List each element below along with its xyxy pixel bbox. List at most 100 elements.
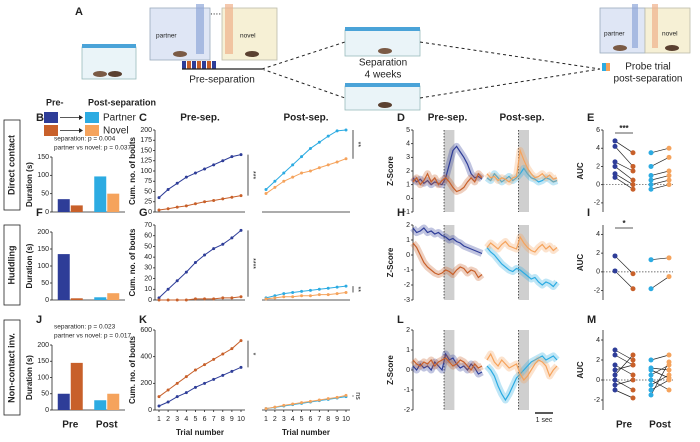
point <box>300 401 304 405</box>
y-axis-label: Cum. no. of bouts <box>128 228 137 297</box>
bar <box>57 199 70 212</box>
series-line <box>265 285 347 299</box>
point <box>203 363 207 367</box>
point <box>203 167 207 171</box>
point <box>230 236 234 240</box>
point <box>630 362 636 368</box>
point <box>193 385 197 389</box>
point <box>612 174 618 180</box>
x-tick-label: 7 <box>317 416 321 423</box>
y-tick-label: 1 <box>406 347 410 354</box>
point <box>264 187 268 191</box>
point <box>335 285 339 289</box>
y-tick-label: -1 <box>404 209 410 216</box>
bar <box>107 393 120 410</box>
point <box>630 372 636 378</box>
y-tick-label: 1 <box>406 237 410 244</box>
bar <box>70 205 83 212</box>
series-line <box>265 292 347 300</box>
pair-line <box>650 276 670 290</box>
point <box>212 297 216 301</box>
x-axis-label: Trial number <box>176 428 224 437</box>
y-tick-label: 50 <box>144 243 152 250</box>
y-tick-label: -1 <box>404 267 410 274</box>
point <box>239 295 243 299</box>
y-tick-label: 200 <box>140 380 152 387</box>
series-line <box>412 357 483 371</box>
point <box>230 369 234 373</box>
point <box>630 163 636 169</box>
x-tick-label: 3 <box>282 416 286 423</box>
point <box>630 387 636 393</box>
y-tick-label: 25 <box>144 199 152 206</box>
point <box>317 287 321 291</box>
pair-line <box>614 166 634 181</box>
panel-label: I <box>587 207 590 219</box>
point <box>175 205 179 209</box>
y-tick-label: 150 <box>37 154 49 161</box>
point <box>157 298 161 302</box>
point <box>166 298 170 302</box>
point <box>230 347 234 351</box>
x-tick-label: 4 <box>291 416 295 423</box>
series-line <box>265 158 347 194</box>
point <box>221 197 225 201</box>
x-tick-label: 5 <box>300 416 304 423</box>
y-tick-label: 100 <box>37 172 49 179</box>
point <box>612 347 618 353</box>
point <box>157 296 161 300</box>
session-bar <box>182 61 262 70</box>
y-tick-label: 75 <box>144 178 152 185</box>
series-line <box>158 154 242 199</box>
probe-cage <box>599 4 691 71</box>
point <box>175 181 179 185</box>
point <box>300 171 304 175</box>
point <box>157 196 161 200</box>
point <box>317 398 321 402</box>
point <box>239 153 243 157</box>
y-tick-label: 200 <box>37 342 49 349</box>
y-tick-label: 4 <box>596 337 600 344</box>
y-axis-label: Z-Score <box>386 355 395 385</box>
point <box>175 381 179 385</box>
stimulus-window <box>518 130 529 212</box>
x-tick-label: 2 <box>166 416 170 423</box>
y-tick-label: 150 <box>37 358 49 365</box>
bar <box>70 362 83 410</box>
point <box>221 296 225 300</box>
point <box>300 294 304 298</box>
point <box>666 168 672 174</box>
series-line <box>412 352 483 375</box>
y-tick-label: 5 <box>406 127 410 134</box>
choice-cage: .... <box>149 4 278 61</box>
pair-line <box>650 379 670 391</box>
row-label: Non-contact inv. <box>6 333 16 403</box>
panel-label: L <box>397 314 404 326</box>
annotation: partner vs novel: p = 0.017 <box>54 333 132 340</box>
cage-label: partner <box>156 33 177 40</box>
bar <box>57 254 70 300</box>
y-axis-label: Cum. no. of bouts <box>128 335 137 404</box>
row-box <box>3 319 21 416</box>
series-line <box>486 352 558 381</box>
point <box>344 157 348 161</box>
y-tick-label: 0 <box>148 407 152 414</box>
y-tick-label: 0 <box>148 209 152 216</box>
significance: **** <box>249 258 256 269</box>
point <box>282 295 286 299</box>
series-line <box>486 148 558 183</box>
y-tick-label: 100 <box>37 263 49 270</box>
point <box>184 270 188 274</box>
cage-label: novel <box>662 31 678 38</box>
legend-swatch <box>44 125 58 136</box>
y-tick-label: 3 <box>406 154 410 161</box>
series-line <box>159 296 242 301</box>
y-tick-label: 200 <box>140 127 152 134</box>
y-tick-label: 1 <box>406 182 410 189</box>
point <box>612 163 618 169</box>
x-axis-label: Trial number <box>282 428 330 437</box>
pair-line <box>650 361 670 396</box>
y-tick-label: 50 <box>144 188 152 195</box>
y-tick-label: 50 <box>41 391 49 398</box>
point <box>612 387 618 393</box>
